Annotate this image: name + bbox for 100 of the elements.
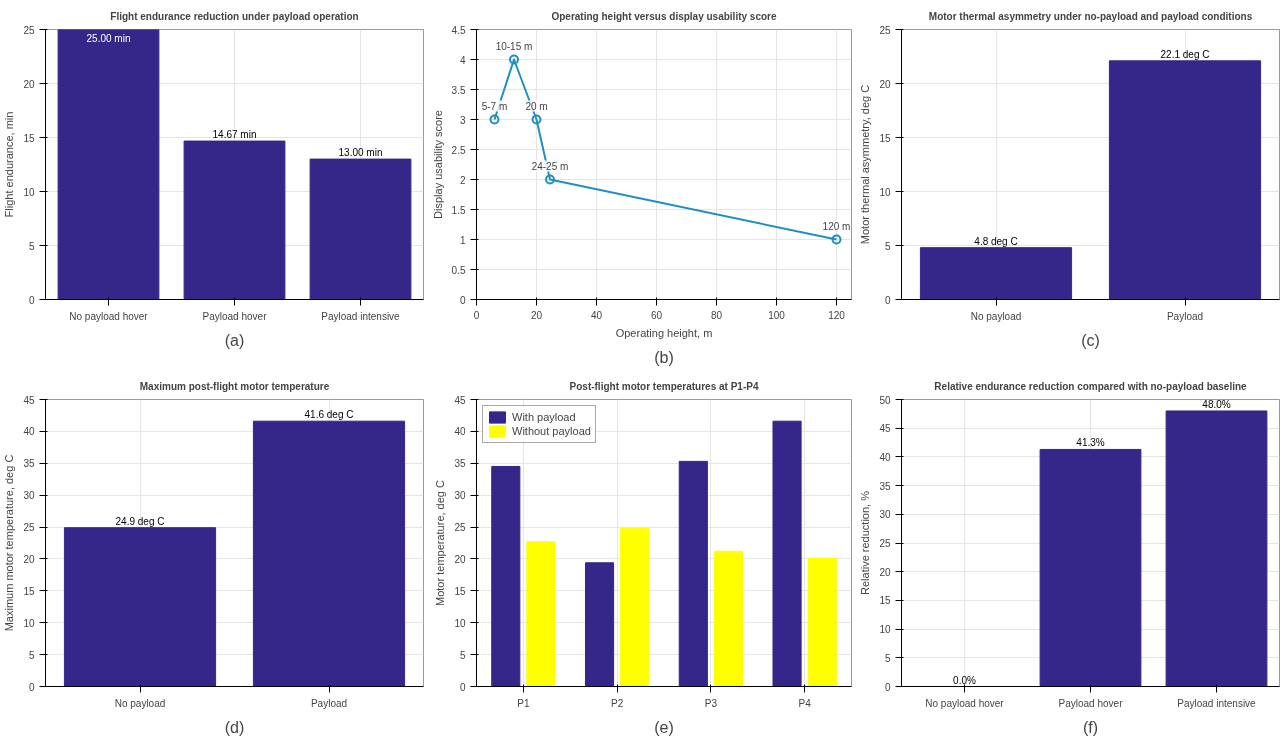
y-tick-label: 0 (459, 681, 466, 693)
x-tick-label: P1 (517, 697, 530, 709)
y-tick-label: 4.5 (451, 24, 466, 36)
y-tick-label: 5 (28, 649, 35, 661)
x-tick-label: P4 (798, 697, 812, 709)
y-tick-label: 15 (879, 132, 891, 144)
x-tick-label: 0 (473, 309, 480, 321)
x-tick-label: P2 (611, 697, 624, 709)
x-tick-label: 80 (710, 309, 723, 321)
y-tick-label: 25 (23, 24, 35, 36)
y-tick-label: 15 (454, 585, 466, 597)
data-label: 48.0% (1202, 398, 1231, 410)
text: (b) (654, 348, 674, 366)
y-tick-label: 25 (454, 522, 466, 534)
y-tick-label: 0.5 (451, 264, 466, 276)
y-axis-title: Flight endurance, min (3, 111, 16, 218)
y-tick-label: 1.5 (451, 204, 466, 216)
y-tick-label: 5 (28, 240, 35, 252)
chart-title: Motor thermal asymmetry under no-payload and payload conditions (928, 10, 1253, 22)
y-axis-title: Motor thermal asymmetry, deg C (859, 84, 872, 245)
annotation: 5-7 m (481, 100, 508, 112)
x-axis-title: Operating height, m (615, 326, 713, 339)
annotation: 10-15 m (495, 40, 533, 52)
y-tick-label: 5 (884, 240, 891, 252)
data-label: 0.0% (953, 674, 976, 686)
data-label: 41.6 deg C (304, 409, 354, 421)
y-tick-label: 25 (879, 538, 891, 549)
x-tick-label: 100 (768, 309, 786, 321)
y-tick-label: 0 (28, 681, 35, 693)
text: (f) (1082, 718, 1099, 736)
x-tick-label: Payload (310, 697, 348, 709)
y-tick-label: 10 (23, 186, 35, 198)
x-tick-label: No payload (970, 310, 1022, 322)
x-tick-label: Payload intensive (321, 310, 401, 322)
annotation: 24-25 m (531, 160, 569, 172)
x-tick-label: 60 (650, 309, 663, 321)
y-tick-label: 3 (459, 114, 466, 126)
y-tick-label: 20 (454, 553, 466, 565)
x-tick-label: No payload (114, 697, 166, 709)
y-axis-title: Motor temperature, deg C (434, 479, 447, 606)
data-label: 25.00 min (86, 32, 131, 44)
y-tick-label: 5 (459, 649, 466, 661)
data-label: 41.3% (1076, 437, 1105, 449)
legend-label: Without payload (512, 424, 591, 438)
x-tick-label: 120 (828, 309, 846, 321)
y-tick-label: 30 (879, 509, 891, 521)
y-axis-title: Display usability score (431, 110, 444, 219)
y-tick-label: 50 (879, 394, 891, 406)
y-axis-title: Maximum motor temperature, deg C (3, 454, 16, 632)
y-tick-label: 35 (23, 458, 35, 470)
y-tick-label: 45 (23, 394, 35, 406)
y-tick-label: 10 (454, 617, 466, 629)
x-tick-label: Payload intensive (1177, 697, 1257, 709)
text: (c) (1081, 331, 1100, 349)
y-tick-label: 5 (884, 652, 891, 664)
y-tick-label: 45 (454, 394, 466, 406)
y-tick-label: 30 (454, 490, 466, 502)
y-tick-label: 20 (23, 78, 35, 90)
y-axis-title: Relative reduction, % (859, 490, 872, 595)
text: (d) (224, 718, 245, 736)
y-tick-label: 10 (23, 617, 35, 629)
x-tick-label: Payload (1166, 310, 1204, 322)
y-tick-label: 45 (879, 423, 891, 435)
x-tick-label: P3 (704, 697, 718, 709)
y-tick-label: 15 (23, 132, 35, 144)
y-tick-label: 3.5 (451, 84, 466, 96)
annotation: 120 m (822, 220, 851, 232)
data-label: 24.9 deg C (115, 515, 165, 527)
data-label: 4.8 deg C (974, 235, 1018, 247)
chart-title: Maximum post-flight motor temperature (139, 380, 330, 392)
y-tick-label: 15 (23, 585, 35, 597)
x-tick-label: 40 (590, 309, 603, 321)
y-tick-label: 20 (879, 78, 891, 90)
data-label: 22.1 deg C (1160, 48, 1210, 60)
y-tick-label: 40 (23, 426, 35, 438)
chart-title: Operating height versus display usability score (551, 10, 777, 22)
y-tick-label: 30 (23, 490, 35, 502)
y-tick-label: 0 (884, 294, 891, 306)
x-tick-label: 20 (530, 309, 543, 321)
x-tick-label: No payload hover (69, 310, 149, 322)
y-tick-label: 2 (459, 174, 466, 186)
y-tick-label: 10 (879, 624, 891, 636)
y-tick-label: 0 (28, 294, 35, 306)
chart-title: Flight endurance reduction under payload operation (110, 10, 359, 22)
chart-title: Post-flight motor temperatures at P1-P4 (569, 380, 759, 392)
annotation: 20 m (525, 100, 548, 112)
legend-label: With payload (512, 410, 576, 424)
y-tick-label: 25 (23, 522, 35, 534)
y-tick-label: 25 (879, 24, 891, 36)
text: (e) (654, 718, 674, 736)
y-tick-label: 40 (879, 451, 891, 463)
y-tick-label: 10 (879, 186, 891, 198)
y-tick-label: 35 (454, 458, 466, 470)
x-tick-label: No payload hover (925, 697, 1005, 709)
y-tick-label: 4 (459, 54, 466, 66)
y-tick-label: 20 (879, 566, 891, 578)
x-tick-label: Payload hover (202, 310, 268, 322)
text: (a) (224, 331, 245, 349)
y-tick-label: 0 (884, 681, 891, 693)
y-tick-label: 0 (459, 294, 466, 306)
